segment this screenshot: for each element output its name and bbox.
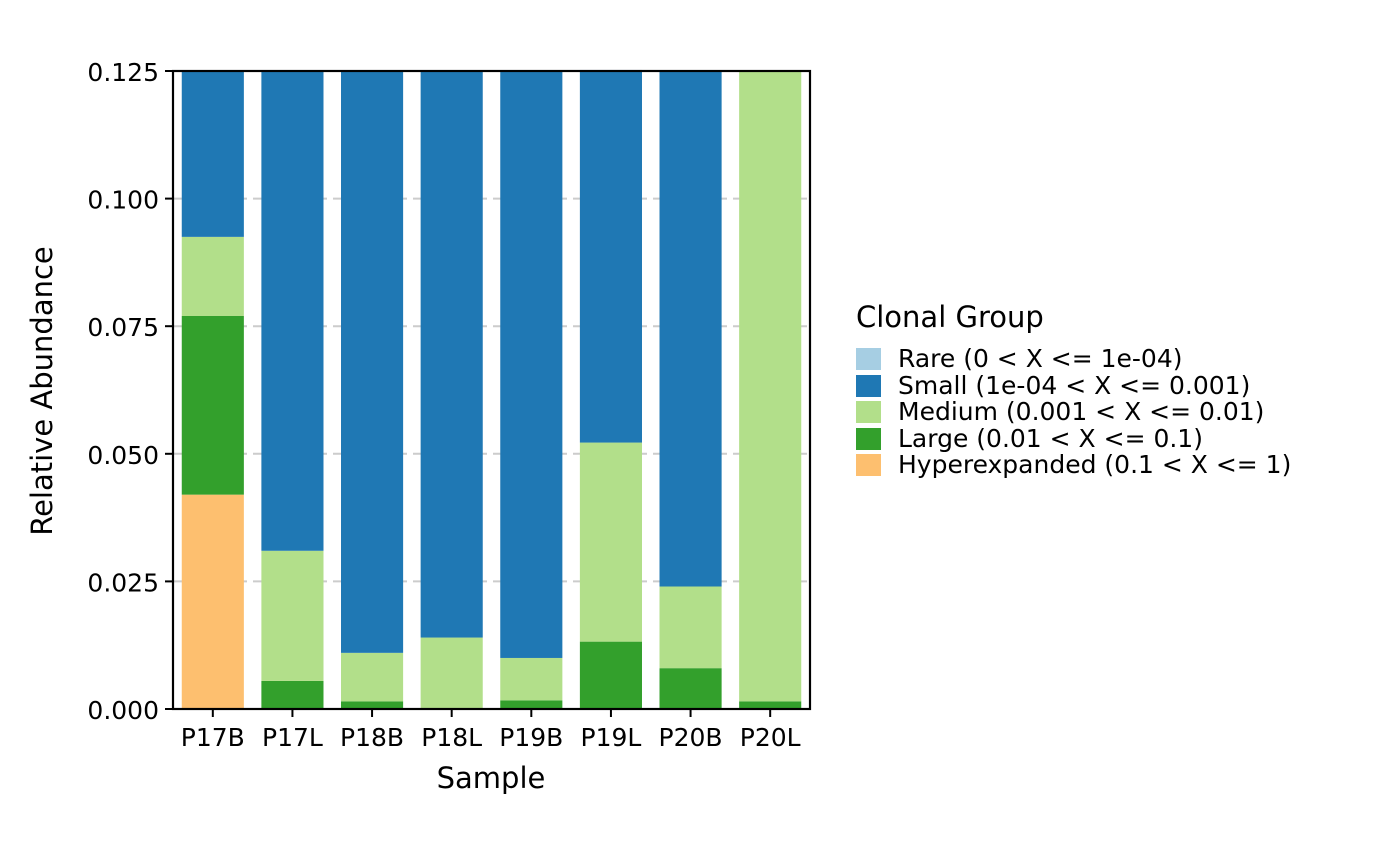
bar-P18L-2 [420,637,483,709]
bar-P20B-2 [659,586,722,669]
x-tick-label-1: P17L [262,723,323,752]
x-axis-title: Sample [437,761,546,795]
legend-title: Clonal Group [856,300,1044,334]
x-axis: P17B P17L P18B P18L P19B P19L P20B P20L [181,709,801,752]
bar-P20B-1 [659,668,722,709]
bar-P17L-2 [261,550,324,681]
bar-P17B-1 [181,315,244,495]
bar-P17B-3 [181,71,244,237]
legend-label-0: Rare (0 < X <= 1e-04) [898,344,1183,374]
legend-swatch-4 [856,454,881,477]
legend-swatch-2 [856,401,881,424]
legend: Clonal Group Rare (0 < X <= 1e-04) Small … [856,300,1291,479]
y-tick-label-3: 0.075 [87,313,159,342]
bar-P19B-2 [500,657,563,701]
bar-P19L-2 [579,442,642,642]
legend-label-2: Medium (0.001 < X <= 0.01) [898,397,1265,427]
bar-P20L-1 [739,701,802,709]
legend-swatch-3 [856,427,881,450]
bar-P17B-2 [181,236,244,316]
bar-P18B-3 [341,71,404,653]
bar-P19B-3 [500,71,563,658]
bar-P17L-1 [261,680,324,709]
y-tick-label-2: 0.050 [87,441,159,470]
legend-label-1: Small (1e-04 < X <= 0.001) [898,370,1251,400]
y-tick-label-5: 0.125 [87,58,159,87]
bar-P18L-3 [420,71,483,638]
y-tick-label-1: 0.025 [87,568,159,597]
bar-P17B-0 [181,494,244,709]
plot-frame [171,69,812,711]
legend-item-3: Large (0.01 < X <= 0.1) [856,423,1291,453]
legend-item-0: Rare (0 < X <= 1e-04) [856,346,1291,373]
x-tick-label-0: P17B [181,723,245,752]
legend-item-1: Small (1e-04 < X <= 0.001) [856,370,1291,400]
legend-swatch-1 [856,374,881,397]
legend-label-3: Large (0.01 < X <= 0.1) [898,423,1203,453]
y-tick-label-0: 0.000 [87,696,159,725]
x-tick-label-4: P19B [499,723,563,752]
legend-item-4: Hyperexpanded (0.1 < X <= 1) [856,452,1291,479]
x-tick-label-3: P18L [421,723,482,752]
bar-P18B-1 [341,701,404,709]
bar-P20B-3 [659,71,722,587]
bars [181,69,802,709]
legend-items: Rare (0 < X <= 1e-04) Small (1e-04 < X <=… [856,346,1291,479]
bar-P19L-3 [579,69,642,443]
x-tick-label-7: P20L [740,723,801,752]
legend-label-4: Hyperexpanded (0.1 < X <= 1) [898,450,1292,480]
bar-P17L-3 [261,71,324,551]
bar-P18B-2 [341,652,404,702]
bar-P20L-2 [739,71,802,702]
bar-P19L-1 [579,641,642,709]
x-tick-label-6: P20B [659,723,723,752]
legend-item-2: Medium (0.001 < X <= 0.01) [856,399,1291,426]
legend-swatch-0 [856,348,881,371]
bar-P19B-1 [500,700,563,709]
x-tick-label-5: P19L [581,723,642,752]
y-tick-label-4: 0.100 [87,186,159,215]
y-axis-title: Relative Abundance [25,246,59,536]
x-tick-label-2: P18B [340,723,404,752]
y-axis: 0.000 0.025 0.050 0.075 0.100 0.125 [87,58,173,725]
